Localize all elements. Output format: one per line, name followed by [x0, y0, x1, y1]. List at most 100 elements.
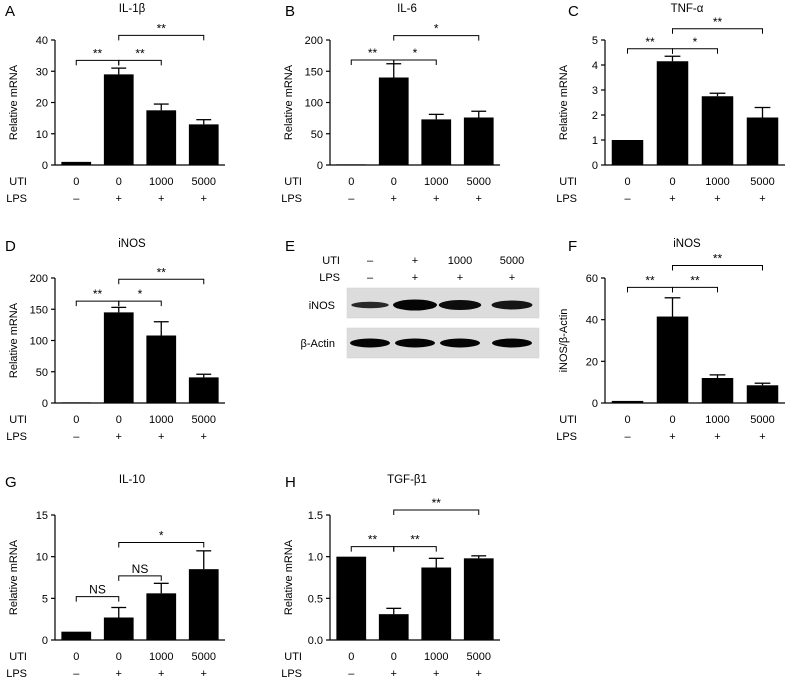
blot-band — [393, 299, 437, 311]
lps-row-label: LPS — [281, 193, 302, 205]
y-tick-label: 100 — [305, 98, 323, 110]
significance-bracket — [75, 596, 120, 602]
lps-value: + — [476, 193, 482, 205]
panel-label: B — [285, 3, 295, 20]
lps-value: + — [116, 193, 122, 205]
significance-label: ** — [157, 21, 167, 35]
significance-label: ** — [157, 265, 167, 279]
significance-bracket — [393, 509, 480, 515]
lps-value: + — [457, 272, 463, 284]
lps-value: – — [348, 668, 355, 680]
significance-label: * — [434, 22, 439, 36]
chart-panel-g: G IL-10 0 5 10 15 Relative mRNA NS NS * UTI LPS 0 – 0 +… — [5, 474, 225, 680]
bar — [421, 567, 452, 640]
y-axis-label: Relative mRNA — [8, 302, 20, 378]
significance-label: * — [159, 529, 164, 543]
bar — [336, 164, 367, 165]
lps-value: – — [624, 431, 631, 443]
uti-value: 0 — [391, 651, 397, 663]
chart-panel-a: A IL-1β 0 10 20 30 40 Relative mRNA ** ** ** UTI LPS… — [5, 3, 225, 205]
bar — [378, 77, 409, 165]
bar — [61, 161, 92, 165]
y-axis-label: Relative mRNA — [8, 539, 20, 615]
y-tick-label: 4 — [592, 60, 598, 72]
uti-value: 1000 — [149, 414, 173, 426]
bar — [378, 614, 409, 640]
chart-title: IL-6 — [397, 3, 417, 15]
significance-bracket — [672, 48, 718, 54]
lps-row-label: LPS — [6, 193, 27, 205]
blot-band — [395, 338, 435, 348]
y-tick-label: 15 — [36, 510, 48, 522]
significance-label: * — [138, 287, 143, 301]
chart-title: TNF-α — [671, 3, 704, 15]
bar — [61, 631, 92, 640]
uti-row-label: UTI — [9, 651, 27, 663]
significance-bracket — [393, 35, 480, 41]
significance-bracket — [627, 48, 673, 54]
uti-value: 1000 — [149, 176, 173, 188]
y-tick-label: 50 — [36, 367, 48, 379]
y-tick-label: 60 — [586, 273, 598, 285]
bar — [188, 124, 219, 165]
lps-row-label: LPS — [6, 668, 27, 680]
uti-value: 0 — [669, 414, 675, 426]
significance-bracket — [118, 278, 205, 285]
uti-row-label: UTI — [322, 255, 340, 267]
lps-value: + — [412, 272, 418, 284]
significance-bracket — [118, 300, 162, 307]
significance-bracket — [672, 28, 763, 34]
panel-label: H — [285, 474, 296, 491]
significance-label: * — [693, 35, 698, 49]
uti-value: + — [412, 255, 418, 267]
uti-value: 5000 — [192, 651, 216, 663]
lps-value: – — [348, 193, 355, 205]
y-axis-label: Relative mRNA — [8, 64, 20, 140]
significance-bracket — [118, 575, 162, 581]
uti-value: 0 — [624, 414, 630, 426]
lps-value: + — [714, 431, 720, 443]
y-tick-label: 20 — [36, 98, 48, 110]
significance-label: NS — [132, 562, 149, 576]
lps-value: + — [158, 431, 164, 443]
lps-value: – — [367, 272, 374, 284]
significance-bracket — [672, 286, 718, 293]
significance-label: ** — [432, 496, 442, 510]
y-tick-label: 2 — [592, 110, 598, 122]
significance-label: ** — [690, 273, 700, 287]
uti-value: 1000 — [705, 176, 729, 188]
y-tick-label: 3 — [592, 85, 598, 97]
lps-row-label: LPS — [319, 272, 340, 284]
bar — [746, 385, 779, 403]
uti-value: 0 — [116, 414, 122, 426]
uti-value: 0 — [116, 176, 122, 188]
y-tick-label: 10 — [36, 129, 48, 141]
lps-row-label: LPS — [6, 431, 27, 443]
chart-title: iNOS — [673, 238, 701, 250]
lps-value: + — [669, 193, 675, 205]
significance-label: ** — [93, 46, 103, 60]
lps-value: + — [201, 668, 207, 680]
chart-panel-h: H TGF-β1 0.0 0.5 1.0 1.5 Relative mRNA ** ** ** UT… — [281, 474, 500, 680]
uti-value: 0 — [669, 176, 675, 188]
uti-value: 5000 — [192, 176, 216, 188]
uti-value: 1000 — [424, 176, 448, 188]
bar — [146, 335, 177, 403]
uti-value: 0 — [391, 176, 397, 188]
lps-row-label: LPS — [556, 431, 577, 443]
significance-label: NS — [89, 583, 106, 597]
y-tick-label: 1 — [592, 135, 598, 147]
bar — [103, 617, 134, 640]
y-tick-label: 0.5 — [308, 593, 323, 605]
lps-row-label: LPS — [281, 668, 302, 680]
y-tick-label: 0 — [592, 398, 598, 410]
uti-value: 0 — [348, 651, 354, 663]
panel-label: E — [285, 238, 295, 255]
lps-value: + — [476, 668, 482, 680]
significance-label: ** — [368, 46, 378, 60]
significance-bracket — [350, 546, 395, 552]
y-tick-label: 0.0 — [308, 635, 323, 647]
significance-bracket — [393, 546, 437, 552]
bar — [463, 117, 494, 165]
